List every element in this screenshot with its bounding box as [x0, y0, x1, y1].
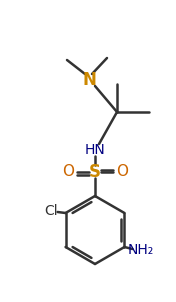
Text: NH₂: NH₂ [127, 243, 154, 257]
Text: O: O [116, 165, 128, 179]
Text: S: S [89, 163, 101, 181]
Text: O: O [62, 165, 74, 179]
Text: N: N [82, 71, 96, 89]
Text: Cl: Cl [45, 204, 58, 218]
Text: HN: HN [85, 143, 105, 157]
